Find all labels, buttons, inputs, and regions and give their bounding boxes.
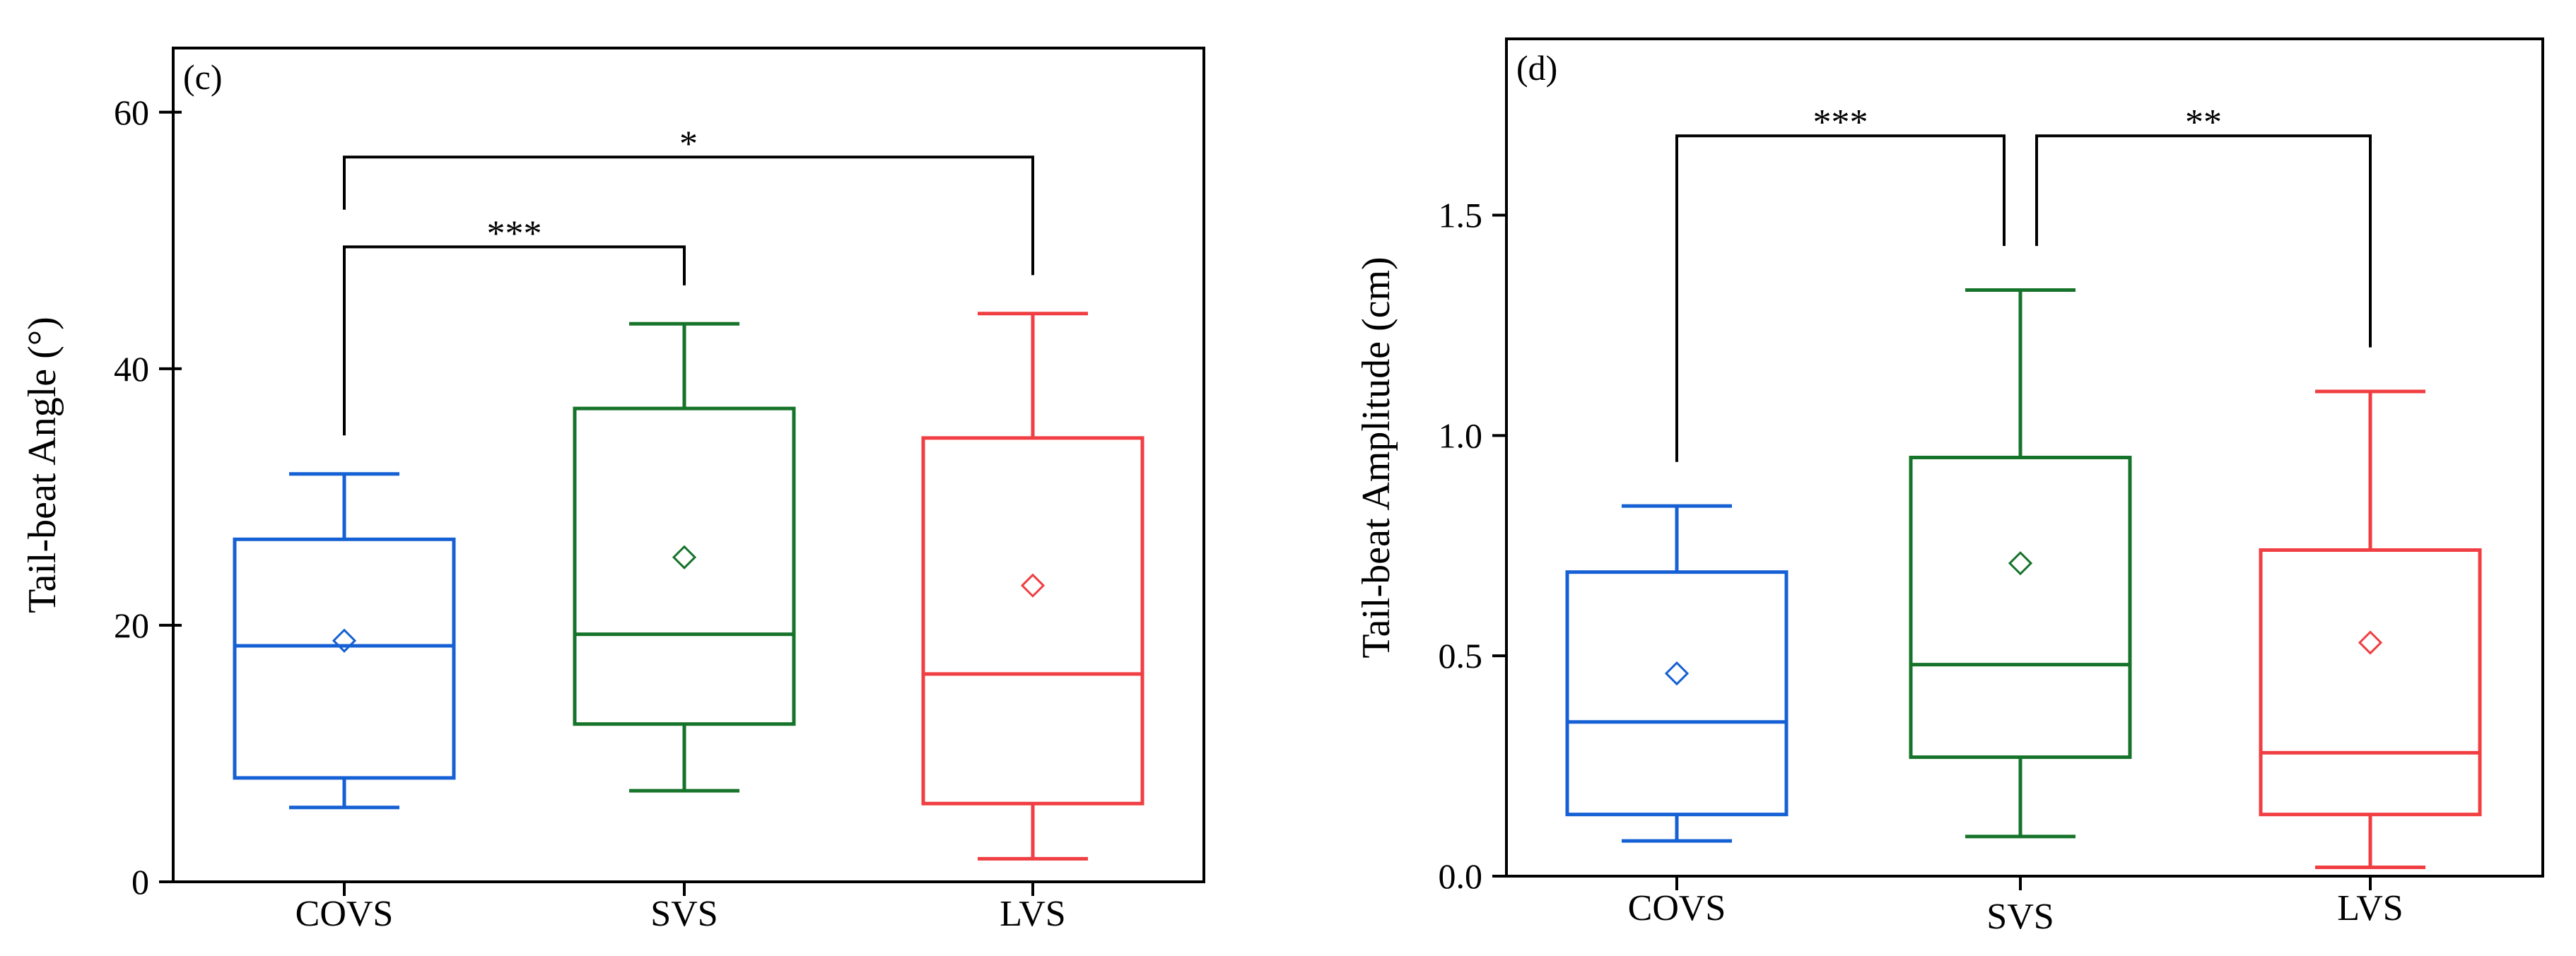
y-axis-title: Tail-beat Angle (°): [21, 317, 64, 613]
mean-marker: [1020, 573, 1046, 598]
box-lvs: [2259, 389, 2482, 870]
box-svs: [573, 321, 796, 793]
y-tick-label: 60: [114, 93, 149, 132]
mean-marker: [2358, 630, 2383, 655]
mean-marker: [1664, 661, 1690, 686]
x-tick-label-covs: COVS: [1628, 888, 1726, 928]
plot-frame: [172, 47, 1205, 883]
iqr-box: [573, 406, 796, 726]
mean-marker: [2008, 551, 2033, 576]
x-tick-label-svs: SVS: [650, 894, 718, 934]
significance-bracket-2: *: [343, 124, 1034, 276]
significance-label: ***: [487, 213, 542, 254]
y-axis-title: Tail-beat Amplitude (cm): [1354, 256, 1398, 658]
box-svs: [1909, 288, 2132, 839]
y-tick-label: 40: [114, 349, 149, 389]
significance-bracket-2: **: [2035, 102, 2372, 348]
bracket-line: [2035, 134, 2372, 348]
y-tick-label: 20: [114, 606, 149, 645]
significance-bracket-1: ***: [1675, 102, 2006, 462]
chart-panel-d: 0.0 0.5 1.0 1.5 Tail-beat Amplitude (cm) (d) C…: [1354, 37, 2544, 937]
bracket-line: [1675, 134, 2006, 462]
iqr-box: [921, 436, 1144, 805]
y-tick-label: 1.5: [1439, 195, 1483, 235]
bracket-line: [343, 155, 1034, 276]
significance-label: ***: [1813, 102, 1868, 143]
significance-bracket-1: ***: [343, 213, 686, 436]
bracket-line: [343, 245, 686, 436]
chart-panel-c: 0 20 40 60 Tail-beat Angle (°) (c) COVS SVS LVS *…: [21, 47, 1205, 934]
y-tick-label: 0.5: [1439, 636, 1483, 675]
x-tick-label-covs: COVS: [295, 894, 394, 934]
iqr-box: [1565, 570, 1788, 817]
x-tick-label-svs: SVS: [1986, 897, 2054, 937]
box-covs: [233, 472, 456, 810]
box-covs: [1565, 504, 1788, 843]
box-lvs: [921, 312, 1144, 861]
panel-label: (c): [183, 57, 223, 97]
mean-marker: [672, 545, 697, 570]
y-tick-label: 1.0: [1439, 415, 1483, 455]
x-tick-label-lvs: LVS: [1000, 894, 1065, 934]
x-tick-label-lvs: LVS: [2337, 888, 2403, 928]
y-tick-label: 0: [131, 862, 149, 902]
iqr-box: [233, 537, 456, 780]
mean-marker: [332, 628, 357, 653]
iqr-box: [2259, 548, 2482, 817]
iqr-box: [1909, 456, 2132, 760]
panel-label: (d): [1516, 48, 1557, 88]
plot-frame: [1505, 37, 2544, 878]
y-tick-label: 0.0: [1439, 856, 1483, 896]
significance-label: **: [2185, 102, 2222, 143]
significance-label: *: [679, 124, 698, 164]
